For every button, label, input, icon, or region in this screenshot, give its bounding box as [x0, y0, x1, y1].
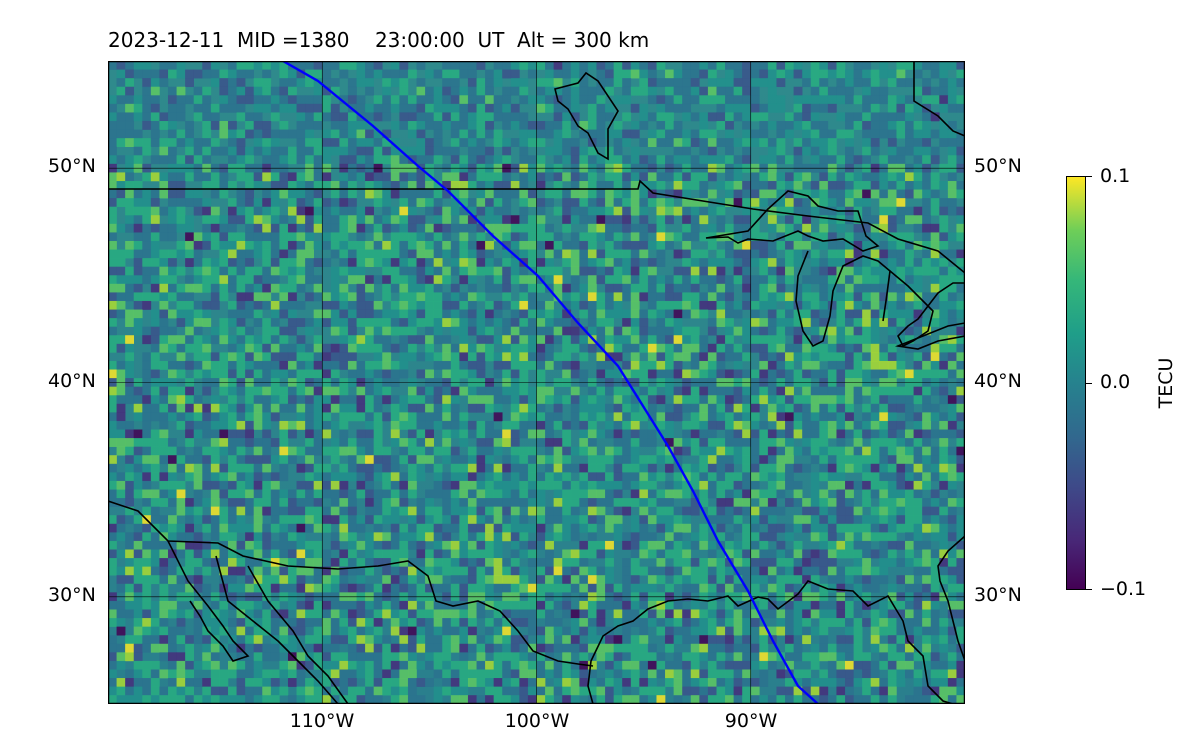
colorbar-tick-label-min: −0.1	[1100, 578, 1147, 600]
us-mexico-border	[108, 500, 594, 667]
colorbar-tick-label-zero: 0.0	[1100, 371, 1131, 393]
us-canada-border	[108, 179, 965, 274]
lake-michigan	[795, 250, 891, 348]
lat-label-right-30: 30°N	[974, 584, 1022, 606]
island-north	[554, 71, 619, 161]
lake-erie	[894, 322, 965, 350]
florida-coast	[937, 535, 965, 662]
colorbar-tick-mid	[1086, 383, 1092, 384]
satellite-track	[282, 61, 819, 704]
lake-superior	[705, 190, 880, 252]
map-panel	[108, 61, 965, 704]
tec-map	[108, 61, 965, 704]
coastlines	[108, 61, 965, 704]
lat-label-right-40: 40°N	[974, 370, 1022, 392]
lake-huron	[889, 270, 965, 348]
baja-california	[167, 540, 250, 662]
lat-label-left-50: 50°N	[48, 155, 96, 177]
plot-title: 2023-12-11 MID =1380 23:00:00 UT Alt = 3…	[108, 28, 650, 52]
mexico-coast-2	[247, 565, 349, 704]
lon-label-100w: 100°W	[504, 710, 570, 732]
lat-label-left-40: 40°N	[48, 370, 96, 392]
colorbar-tick-bottom	[1086, 589, 1092, 590]
map-border	[108, 61, 965, 704]
gulf-coast-texas	[587, 580, 954, 704]
mexico-west-coast	[215, 555, 339, 704]
lat-label-right-50: 50°N	[974, 155, 1022, 177]
lon-label-90w: 90°W	[724, 710, 778, 732]
lon-label-110w: 110°W	[289, 710, 355, 732]
colorbar	[1066, 176, 1086, 590]
colorbar-label: TECU	[1155, 357, 1177, 409]
colorbar-tick-top	[1086, 176, 1092, 177]
coast-northeast	[913, 61, 965, 137]
lat-label-left-30: 30°N	[48, 584, 96, 606]
colorbar-tick-label-max: 0.1	[1100, 165, 1131, 187]
